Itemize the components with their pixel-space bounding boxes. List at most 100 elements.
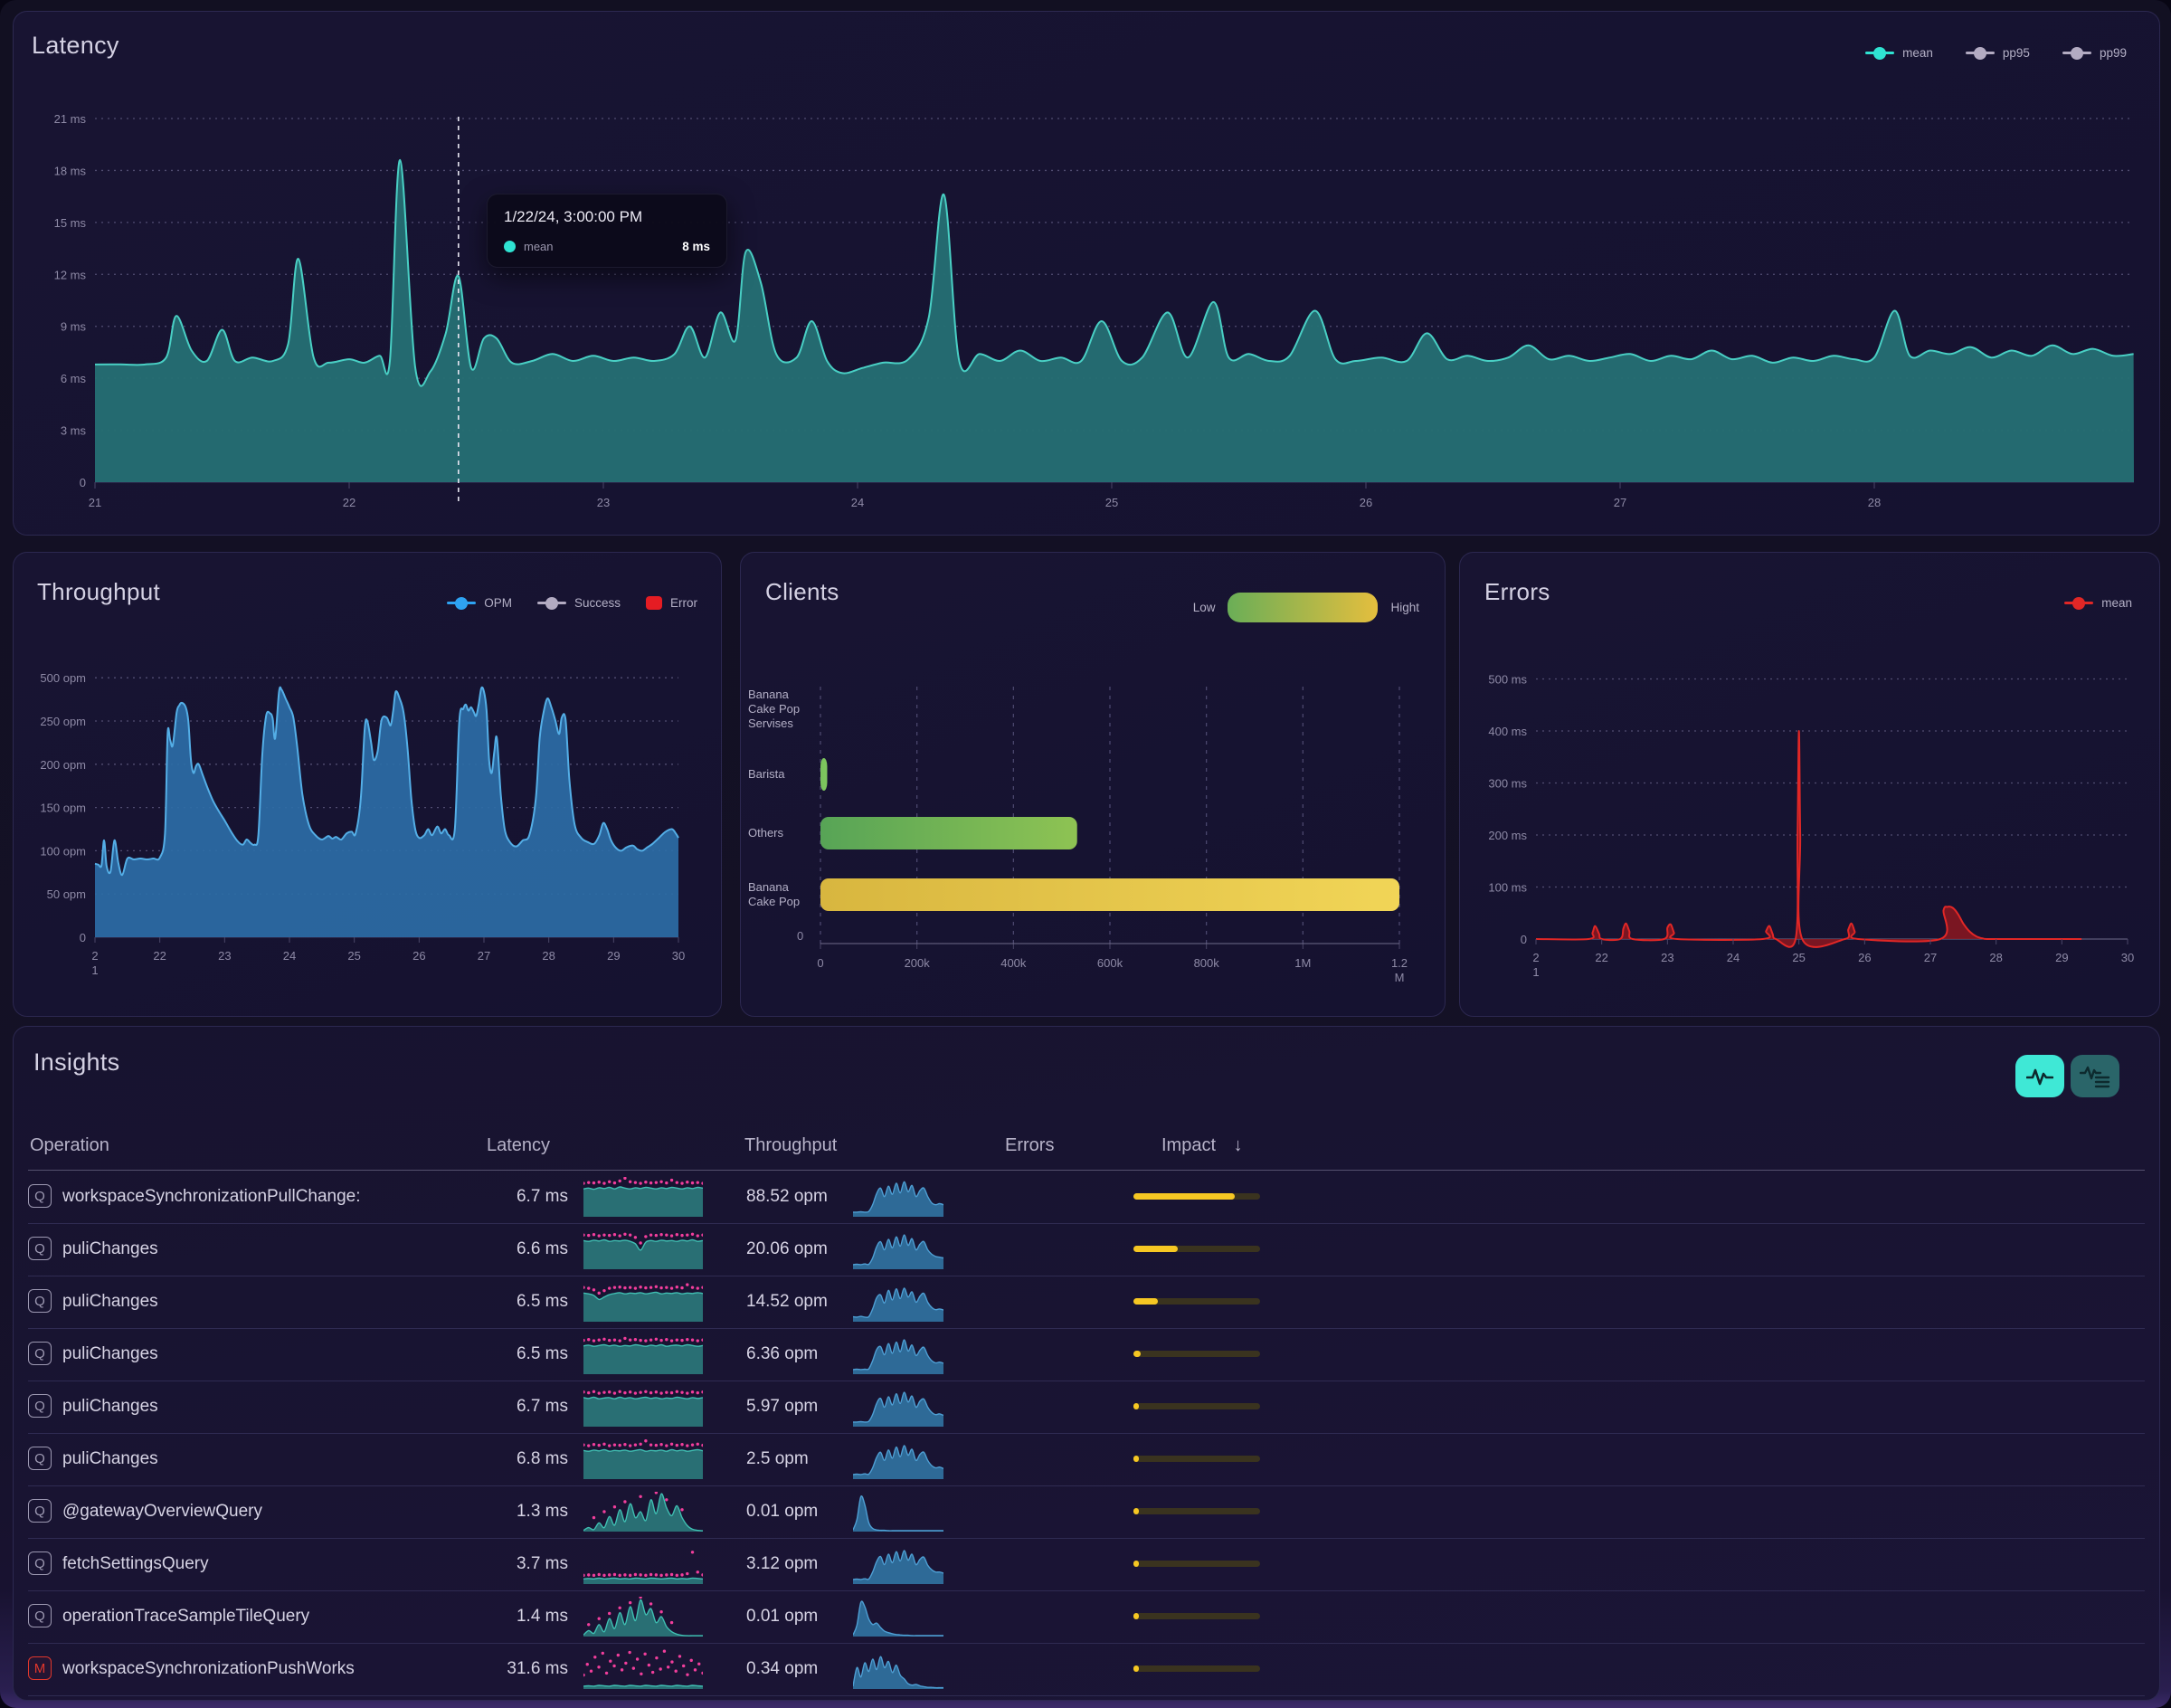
latency-value: 6.7 ms [516,1397,568,1416]
impact-bar [1133,1665,1260,1672]
throughput-value: 0.01 opm [746,1607,819,1626]
query-icon: Q [28,1604,52,1627]
latency-sparkline [583,1649,703,1689]
legend-item-mean[interactable]: mean [1865,46,1933,60]
clients-title: Clients [765,578,839,605]
impact-bar [1133,1403,1260,1409]
legend-dot-marker [2062,46,2091,60]
operation-name: @gatewayOverviewQuery [62,1502,262,1521]
x-axis-label: 23 [1661,951,1673,964]
clients-chart[interactable]: 0 200k 400k 600k 800k 1M 1.2 M [741,553,1443,1014]
query-icon: Q [28,1289,52,1313]
x-axis-label: 22 [1595,951,1607,964]
operation-name: puliChanges [62,1344,158,1363]
throughput-sparkline [853,1550,943,1584]
y-axis-label: 500 opm [40,671,86,685]
throughput-value: 0.34 opm [746,1659,819,1678]
clients-panel: Clients Low Hight 0 200k 400k 600k 800k 1M 1.2… [740,552,1446,1017]
legend-dot-marker [2064,596,2094,610]
legend-item-pp95[interactable]: pp95 [1965,46,2030,60]
x-axis-label: 26 [412,949,425,963]
legend-item-mean[interactable]: mean [2064,596,2132,610]
y-axis-label: 400 ms [1488,725,1527,738]
column-header-errors[interactable]: Errors [1005,1135,1055,1155]
legend-item-OPM[interactable]: OPM [447,596,512,610]
impact-bar [1133,1456,1260,1462]
y-axis-label: 200 opm [40,758,86,772]
operation-name: workspaceSynchronizationPullChange: [62,1187,361,1206]
query-icon: Q [28,1237,52,1260]
impact-bar [1133,1246,1260,1252]
latency-chart[interactable]: 21 ms 18 ms 15 ms 12 ms 9 ms 6 ms 3 ms 021 22 23 2… [14,12,2157,533]
throughput-title: Throughput [37,578,160,605]
mutation-icon: M [28,1656,52,1680]
column-header-throughput[interactable]: Throughput [744,1135,838,1155]
insights-table-header: Operation Latency Throughput Errors Impact ↓ [28,1135,2145,1159]
latency-value: 6.7 ms [516,1187,568,1206]
client-bar[interactable] [820,817,1077,849]
insights-row-gatewayOverviewQuery[interactable]: Q @gatewayOverviewQuery 1.3 ms 0.01 opm [28,1485,2145,1539]
errors-chart[interactable]: 500 ms 400 ms 300 ms 200 ms 100 ms 0 2 1 22 23 24 2… [1460,553,2157,1014]
x-axis-label: 26 [1858,951,1871,964]
y-axis-label: 300 ms [1488,777,1527,791]
insights-panel: Insights Operation Latency Throughput Error… [13,1026,2160,1701]
latency-sparkline [583,1283,703,1322]
throughput-value: 14.52 opm [746,1292,828,1311]
throughput-chart[interactable]: 500 opm 250 opm 200 opm 150 opm 100 opm 50 op… [14,553,719,1014]
latency-sparkline [583,1551,703,1584]
legend-high-label: Hight [1390,601,1419,614]
x-axis-label: 30 [672,949,685,963]
tooltip-timestamp: 1/22/24, 3:00:00 PM [504,208,643,225]
y-axis-label: 0 [80,931,86,944]
impact-bar [1133,1613,1260,1619]
legend-dot-marker [447,596,477,610]
legend-dot-marker [1865,46,1895,60]
client-category-label: Others [748,826,784,840]
x-axis-label: 27 [1614,496,1626,509]
operation-name: fetchSettingsQuery [62,1554,209,1573]
column-header-latency[interactable]: Latency [487,1135,551,1155]
x-axis-label: 24 [851,496,864,509]
legend-item-Success[interactable]: Success [536,596,621,610]
sort-arrow-icon[interactable]: ↓ [1233,1135,1243,1155]
legend-dot-marker [1965,46,1995,60]
operation-name: puliChanges [62,1397,158,1416]
impact-bar [1133,1193,1260,1200]
query-icon: Q [28,1394,52,1418]
operation-name: puliChanges [62,1239,158,1258]
y-axis-label: 0 [1521,933,1527,946]
legend-item-pp99[interactable]: pp99 [2062,46,2127,60]
client-bar[interactable] [820,758,828,791]
latency-sparkline [583,1597,703,1637]
throughput-sparkline [853,1600,943,1637]
x-axis-label: 24 [283,949,296,963]
throughput-value: 0.01 opm [746,1502,819,1521]
insights-view-toggle-pulse[interactable] [2015,1055,2064,1097]
legend-label: mean [2101,596,2132,610]
column-header-operation[interactable]: Operation [30,1135,109,1155]
x-axis-label: 22 [343,496,356,509]
legend-item-Error[interactable]: Error [646,596,697,610]
pulse-icon [2026,1068,2053,1085]
y-axis-label: 250 opm [40,715,86,728]
insights-title: Insights [33,1049,120,1076]
errors-legend: mean [2064,596,2132,610]
insights-view-toggle-pulse-list[interactable] [2071,1055,2119,1097]
errors-panel: Errors mean 500 ms 400 ms 300 ms 200 ms 100 … [1459,552,2160,1017]
client-bar[interactable] [820,878,1399,911]
column-header-impact[interactable]: Impact ↓ [1161,1135,1243,1155]
throughput-sparkline [853,1234,943,1269]
query-icon: Q [28,1551,52,1575]
x-axis-label: 23 [218,949,231,963]
throughput-value: 3.12 opm [746,1554,819,1573]
